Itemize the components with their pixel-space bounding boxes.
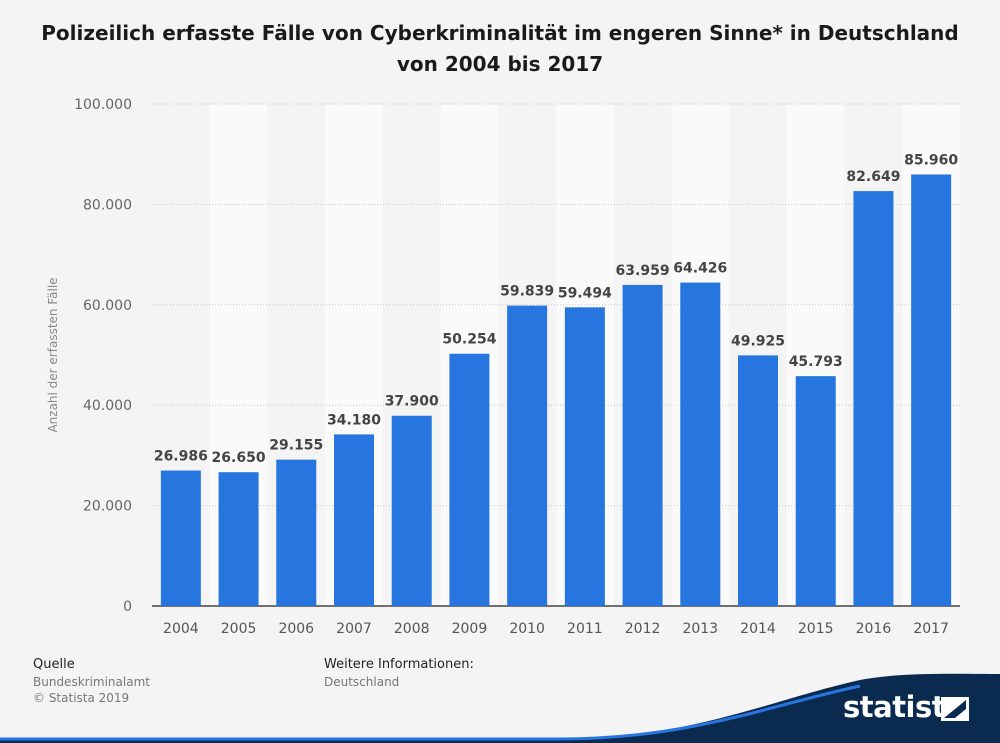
- source-name: Bundeskriminalamt: [33, 675, 150, 689]
- x-tick-label: 2016: [856, 621, 892, 637]
- source-heading: Quelle: [33, 657, 75, 672]
- chart-title-line-2: von 2004 bis 2017: [396, 52, 604, 76]
- y-tick-label: 80.000: [83, 197, 132, 213]
- y-tick-label: 20.000: [83, 499, 132, 515]
- copyright-text: © Statista 2019: [33, 691, 130, 705]
- info-text: Deutschland: [324, 675, 400, 689]
- y-tick-label: 100.000: [74, 97, 132, 113]
- info-heading[interactable]: Weitere Informationen:: [324, 657, 474, 672]
- x-tick-label: 2008: [394, 621, 430, 637]
- x-tick-label: 2009: [452, 621, 488, 637]
- bar: [276, 459, 317, 606]
- data-label: 26.986: [154, 449, 208, 465]
- x-tick-label: 2013: [682, 621, 718, 637]
- data-label: 49.925: [731, 333, 785, 349]
- data-label: 82.649: [846, 169, 900, 185]
- data-label: 59.494: [558, 285, 612, 301]
- bar: [449, 353, 490, 606]
- data-label: 26.650: [212, 450, 266, 466]
- bar: [218, 472, 259, 606]
- bar: [334, 434, 374, 606]
- x-tick-label: 2006: [278, 621, 314, 637]
- x-tick-label: 2010: [509, 621, 545, 637]
- x-tick-label: 2005: [221, 621, 257, 637]
- data-label: 64.426: [673, 261, 727, 277]
- bar: [564, 307, 605, 606]
- chart-title: Polizeilich erfasste Fälle von Cyberkrim…: [0, 18, 1000, 80]
- data-label: 50.254: [442, 332, 496, 348]
- data-label: 45.793: [789, 354, 843, 370]
- data-label: 37.900: [385, 394, 439, 410]
- data-label: 85.960: [904, 152, 958, 168]
- statista-logo-icon: [941, 697, 969, 721]
- y-tick-label: 0: [123, 599, 132, 615]
- x-tick-label: 2011: [567, 621, 603, 637]
- x-tick-label: 2004: [163, 621, 199, 637]
- x-tick-label: 2012: [625, 621, 661, 637]
- y-tick-label: 60.000: [83, 298, 132, 314]
- bar: [911, 174, 952, 606]
- y-axis-title: Anzahl der erfassten Fälle: [46, 277, 60, 432]
- bar: [680, 282, 721, 606]
- x-tick-label: 2015: [798, 621, 834, 637]
- bar: [853, 191, 894, 606]
- x-tick-label: 2014: [740, 621, 776, 637]
- bar: [391, 415, 432, 606]
- bar: [622, 284, 663, 606]
- bar: [160, 470, 201, 606]
- chart-title-line-1: Polizeilich erfasste Fälle von Cyberkrim…: [41, 21, 959, 45]
- y-tick-label: 40.000: [83, 398, 132, 414]
- x-tick-label: 2017: [913, 621, 949, 637]
- bar: [795, 376, 836, 606]
- x-tick-label: 2007: [336, 621, 372, 637]
- data-label: 34.180: [327, 412, 381, 428]
- data-label: 63.959: [616, 263, 670, 279]
- data-label: 59.839: [500, 284, 554, 300]
- bar: [507, 305, 548, 606]
- data-label: 29.155: [269, 438, 323, 454]
- bar: [738, 355, 778, 606]
